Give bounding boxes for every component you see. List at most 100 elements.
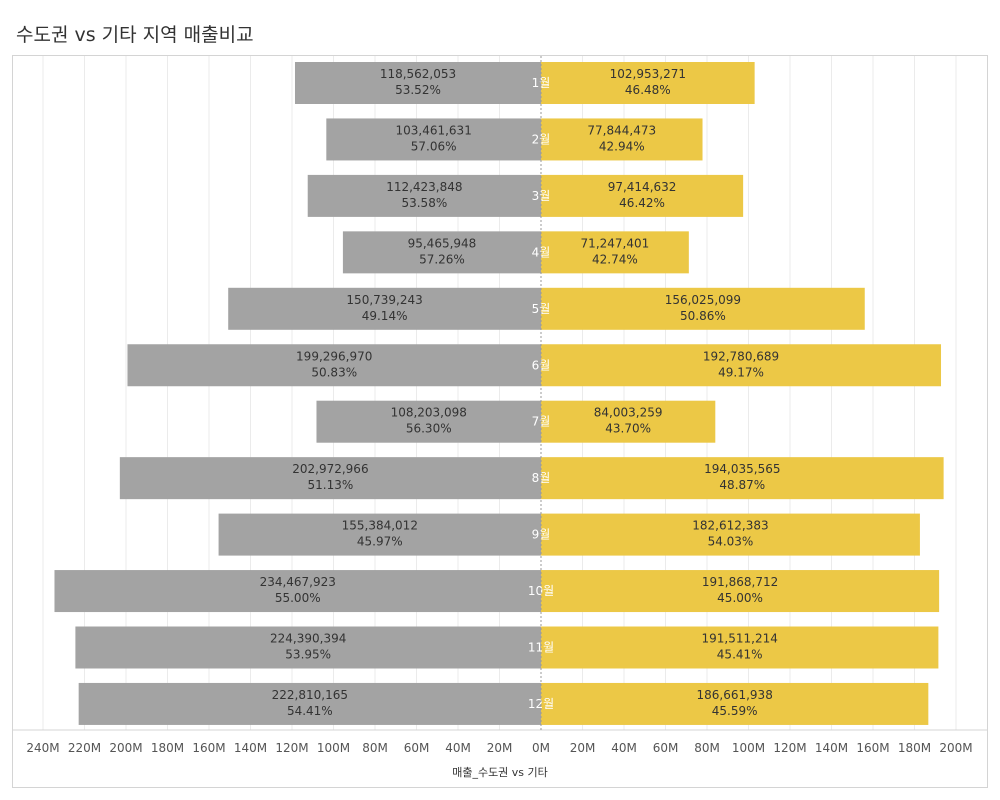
x-tick-label: 20M [570, 741, 596, 755]
x-tick-label: 200M [109, 741, 142, 755]
x-tick-label: 180M [898, 741, 931, 755]
x-tick-label: 120M [773, 741, 806, 755]
data-label-value-left: 95,465,948 [408, 236, 477, 250]
data-label-percent-left: 57.06% [411, 139, 457, 153]
data-label-value-left: 224,390,394 [270, 632, 346, 646]
data-label-value-left: 118,562,053 [380, 67, 456, 81]
data-label-percent-left: 57.26% [419, 252, 465, 266]
bar-left [294, 62, 541, 104]
bar-left [119, 457, 542, 500]
category-label: 10월 [528, 584, 554, 598]
bar-left [342, 231, 541, 274]
data-label-percent-left: 50.83% [311, 365, 357, 379]
data-label-value-right: 192,780,689 [703, 349, 779, 363]
bar-right [541, 344, 942, 387]
data-label-percent-left: 49.14% [362, 309, 408, 323]
bar-left [218, 513, 541, 556]
x-tick-label: 0M [532, 741, 550, 755]
bar-right [541, 570, 940, 613]
bar-right [541, 287, 865, 330]
data-label-value-left: 222,810,165 [272, 688, 348, 702]
data-label-value-right: 77,844,473 [587, 123, 656, 137]
data-label-percent-right: 42.94% [599, 139, 645, 153]
data-label-value-right: 194,035,565 [704, 462, 780, 476]
bar-right [541, 626, 939, 669]
x-tick-label: 160M [856, 741, 889, 755]
category-label: 8월 [532, 471, 551, 485]
data-label-value-left: 108,203,098 [391, 406, 467, 420]
data-label-value-right: 71,247,401 [581, 236, 650, 250]
data-label-percent-left: 53.58% [401, 196, 447, 210]
x-tick-label: 100M [732, 741, 765, 755]
data-label-percent-right: 50.86% [680, 309, 726, 323]
chart-frame [12, 55, 988, 788]
data-label-percent-right: 54.03% [708, 535, 754, 549]
data-label-value-left: 202,972,966 [292, 462, 368, 476]
bar-right [541, 457, 944, 500]
bar-left [326, 118, 541, 161]
bar-right [541, 231, 689, 274]
category-label: 11월 [528, 641, 554, 655]
bar-left [228, 287, 541, 330]
data-label-value-left: 150,739,243 [346, 293, 422, 307]
data-label-percent-right: 42.74% [592, 252, 638, 266]
data-label-percent-right: 43.70% [605, 422, 651, 436]
data-label-value-left: 155,384,012 [342, 519, 418, 533]
bar-right [541, 62, 755, 104]
data-label-percent-left: 55.00% [275, 591, 321, 605]
bar-left [316, 400, 541, 443]
x-tick-label: 140M [815, 741, 848, 755]
x-tick-label: 60M [653, 741, 679, 755]
x-tick-label: 80M [362, 741, 388, 755]
data-label-value-right: 191,868,712 [702, 575, 778, 589]
bar-right [541, 118, 703, 161]
category-label: 3월 [532, 189, 551, 203]
data-label-percent-left: 51.13% [308, 478, 354, 492]
bar-right [541, 513, 920, 556]
data-label-value-right: 186,661,938 [696, 688, 772, 702]
data-label-value-left: 112,423,848 [386, 180, 462, 194]
x-tick-label: 20M [487, 741, 513, 755]
chart-title: 수도권 vs 기타 지역 매출비교 [16, 24, 254, 46]
x-tick-label: 220M [68, 741, 101, 755]
data-label-value-right: 191,511,214 [702, 632, 778, 646]
category-label: 12월 [528, 697, 554, 711]
data-label-percent-right: 46.42% [619, 196, 665, 210]
data-label-percent-right: 46.48% [625, 83, 671, 97]
data-label-percent-right: 48.87% [719, 478, 765, 492]
x-tick-label: 120M [275, 741, 308, 755]
data-label-percent-right: 45.59% [712, 704, 758, 718]
data-label-percent-right: 45.00% [717, 591, 763, 605]
x-tick-label: 160M [192, 741, 225, 755]
data-label-percent-left: 54.41% [287, 704, 333, 718]
bar-left [54, 570, 541, 613]
bar-left [78, 682, 541, 725]
data-label-percent-right: 45.41% [717, 648, 763, 662]
category-label: 9월 [532, 528, 551, 542]
bar-right [541, 400, 716, 443]
bar-left [75, 626, 542, 669]
x-tick-label: 80M [694, 741, 720, 755]
category-label: 2월 [532, 132, 551, 146]
x-tick-label: 140M [234, 741, 267, 755]
x-tick-label: 200M [939, 741, 972, 755]
data-label-value-left: 103,461,631 [395, 123, 471, 137]
x-tick-label: 40M [445, 741, 471, 755]
data-label-percent-right: 49.17% [718, 365, 764, 379]
x-axis-title: 매출_수도권 vs 기타 [452, 766, 548, 779]
data-label-value-left: 199,296,970 [296, 349, 372, 363]
data-label-percent-left: 45.97% [357, 535, 403, 549]
bar-left [127, 344, 541, 387]
data-label-value-right: 84,003,259 [594, 406, 663, 420]
bar-left [307, 174, 541, 217]
bar-right [541, 682, 929, 725]
x-tick-label: 240M [26, 741, 59, 755]
x-tick-label: 100M [317, 741, 350, 755]
data-label-value-right: 182,612,383 [692, 519, 768, 533]
x-tick-label: 40M [611, 741, 637, 755]
x-tick-label: 60M [404, 741, 430, 755]
data-label-percent-left: 56.30% [406, 422, 452, 436]
bar-right [541, 174, 744, 217]
category-label: 1월 [532, 76, 551, 90]
